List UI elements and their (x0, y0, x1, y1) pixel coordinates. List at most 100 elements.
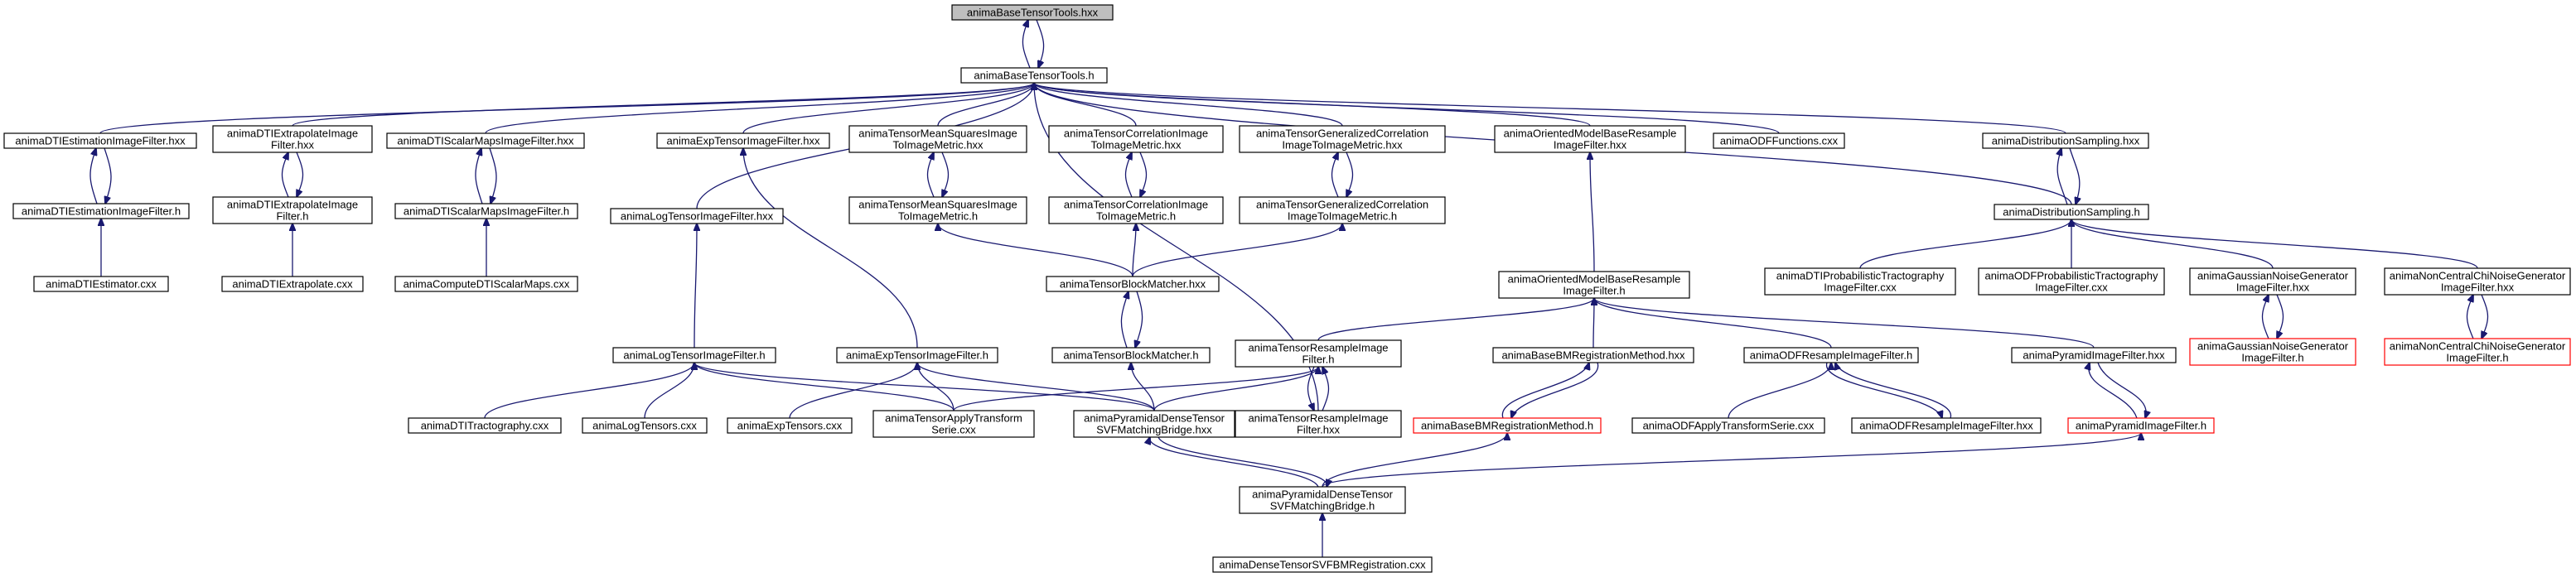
node-baseBM-hxx[interactable]: animaBaseBMRegistrationMethod.hxx (1492, 347, 1694, 363)
node-box[interactable] (1978, 267, 2165, 296)
node-box[interactable] (1743, 347, 1919, 363)
node-box[interactable] (582, 417, 708, 434)
node-box[interactable] (1413, 417, 1602, 434)
node-meanSq-h[interactable]: animaTensorMeanSquaresImageToImageMetric… (848, 196, 1027, 224)
node-odfResample-hxx[interactable]: animaODFResampleImageFilter.hxx (1851, 417, 2042, 434)
node-box[interactable] (1048, 196, 1224, 224)
node-genCorr-hxx[interactable]: animaTensorGeneralizedCorrelationImageTo… (1239, 125, 1446, 153)
node-pyramid-h[interactable]: animaPyramidImageFilter.h (2067, 417, 2215, 434)
node-dtiEst-h[interactable]: animaDTIEstimationImageFilter.h (12, 203, 190, 219)
node-pyramid-hxx[interactable]: animaPyramidImageFilter.hxx (2011, 347, 2177, 363)
node-box[interactable] (1239, 125, 1446, 153)
node-box[interactable] (2384, 338, 2571, 366)
node-box[interactable] (960, 67, 1108, 84)
node-blockMatcher-h[interactable]: animaTensorBlockMatcher.h (1051, 347, 1211, 363)
node-box[interactable] (2189, 338, 2356, 366)
node-box[interactable] (610, 208, 784, 224)
node-box[interactable] (2011, 347, 2177, 363)
node-pyrDense-hxx[interactable]: animaPyramidalDenseTensorSVFMatchingBrid… (1073, 410, 1235, 438)
node-box[interactable] (12, 203, 190, 219)
node-box[interactable] (1239, 486, 1406, 514)
node-corr-hxx[interactable]: animaTensorCorrelationImageToImageMetric… (1048, 125, 1224, 153)
node-box[interactable] (1239, 196, 1446, 224)
node-expTensor-hxx[interactable]: animaExpTensorImageFilter.hxx (656, 132, 830, 149)
node-distSamp-hxx[interactable]: animaDistributionSampling.hxx (1982, 132, 2149, 149)
node-box[interactable] (1851, 417, 2042, 434)
node-logTensors-cxx[interactable]: animaLogTensors.cxx (582, 417, 708, 434)
node-odfProbTracto-cxx[interactable]: animaODFProbabilisticTractographyImageFi… (1978, 267, 2165, 296)
node-box[interactable] (1048, 125, 1224, 153)
node-computeDTI-cxx[interactable]: animaComputeDTIScalarMaps.cxx (394, 276, 578, 292)
node-odfApply-cxx[interactable]: animaODFApplyTransformSerie.cxx (1631, 417, 1825, 434)
node-box[interactable] (394, 203, 578, 219)
node-box[interactable] (3, 132, 197, 149)
node-box[interactable] (848, 125, 1027, 153)
node-box[interactable] (2384, 267, 2571, 296)
node-box[interactable] (1764, 267, 1956, 296)
node-chiNoise-hxx[interactable]: animaNonCentralChiNoiseGeneratorImageFil… (2384, 267, 2571, 296)
node-odfResample-h[interactable]: animaODFResampleImageFilter.h (1743, 347, 1919, 363)
node-logTensor-h[interactable]: animaLogTensorImageFilter.h (612, 347, 776, 363)
node-dtiProbTracto-cxx[interactable]: animaDTIProbabilisticTractographyImageFi… (1764, 267, 1956, 296)
node-pyrDense-h[interactable]: animaPyramidalDenseTensorSVFMatchingBrid… (1239, 486, 1406, 514)
node-box[interactable] (1235, 410, 1402, 438)
node-box[interactable] (1046, 276, 1220, 292)
node-root-hxx[interactable]: animaBaseTensorTools.hxx (951, 4, 1114, 21)
node-box[interactable] (848, 196, 1027, 224)
node-box[interactable] (33, 276, 169, 292)
node-box[interactable] (386, 132, 585, 149)
node-dtiScalar-h[interactable]: animaDTIScalarMapsImageFilter.h (394, 203, 578, 219)
node-box[interactable] (656, 132, 830, 149)
node-odfFunc-cxx[interactable]: animaODFFunctions.cxx (1713, 132, 1845, 149)
node-dtiEstimator-cxx[interactable]: animaDTIEstimator.cxx (33, 276, 169, 292)
node-box[interactable] (1631, 417, 1825, 434)
node-box[interactable] (221, 276, 364, 292)
node-dtiTracto-cxx[interactable]: animaDTITractography.cxx (408, 417, 562, 434)
node-box[interactable] (1051, 347, 1211, 363)
node-box[interactable] (1994, 204, 2149, 220)
node-box[interactable] (2189, 267, 2356, 296)
node-genCorr-h[interactable]: animaTensorGeneralizedCorrelationImageTo… (1239, 196, 1446, 224)
node-box[interactable] (1982, 132, 2149, 149)
node-dtiExtrapolate-cxx[interactable]: animaDTIExtrapolate.cxx (221, 276, 364, 292)
node-box[interactable] (212, 125, 373, 153)
node-box[interactable] (212, 196, 373, 224)
node-box[interactable] (2067, 417, 2215, 434)
node-dtiScalar-hxx[interactable]: animaDTIScalarMapsImageFilter.hxx (386, 132, 585, 149)
node-box[interactable] (1073, 410, 1235, 438)
node-distSamp-h[interactable]: animaDistributionSampling.h (1994, 204, 2149, 220)
node-box[interactable] (1713, 132, 1845, 149)
node-box[interactable] (1235, 339, 1402, 368)
node-oriented-hxx[interactable]: animaOrientedModelBaseResampleImageFilte… (1494, 125, 1686, 153)
node-box[interactable] (836, 347, 998, 363)
node-box[interactable] (727, 417, 853, 434)
node-baseBM-h[interactable]: animaBaseBMRegistrationMethod.h (1413, 417, 1602, 434)
node-logTensor-hxx[interactable]: animaLogTensorImageFilter.hxx (610, 208, 784, 224)
node-chiNoise-h[interactable]: animaNonCentralChiNoiseGeneratorImageFil… (2384, 338, 2571, 366)
node-expTensors-cxx[interactable]: animaExpTensors.cxx (727, 417, 853, 434)
node-box[interactable] (1492, 347, 1694, 363)
node-corr-h[interactable]: animaTensorCorrelationImageToImageMetric… (1048, 196, 1224, 224)
node-gaussNoise-hxx[interactable]: animaGaussianNoiseGeneratorImageFilter.h… (2189, 267, 2356, 296)
node-box[interactable] (951, 4, 1114, 21)
node-box[interactable] (1212, 556, 1433, 573)
node-box[interactable] (612, 347, 776, 363)
node-expTensor-h[interactable]: animaExpTensorImageFilter.h (836, 347, 998, 363)
node-dtiEst-hxx[interactable]: animaDTIEstimationImageFilter.hxx (3, 132, 197, 149)
node-denseSVF-cxx[interactable]: animaDenseTensorSVFBMRegistration.cxx (1212, 556, 1433, 573)
node-oriented-h[interactable]: animaOrientedModelBaseResampleImageFilte… (1498, 271, 1690, 299)
node-box[interactable] (1498, 271, 1690, 299)
node-box[interactable] (872, 410, 1035, 438)
node-box[interactable] (408, 417, 562, 434)
node-box[interactable] (1494, 125, 1686, 153)
node-blockMatcher-hxx[interactable]: animaTensorBlockMatcher.hxx (1046, 276, 1220, 292)
node-root-h[interactable]: animaBaseTensorTools.h (960, 67, 1108, 84)
node-box[interactable] (394, 276, 578, 292)
node-meanSq-hxx[interactable]: animaTensorMeanSquaresImageToImageMetric… (848, 125, 1027, 153)
